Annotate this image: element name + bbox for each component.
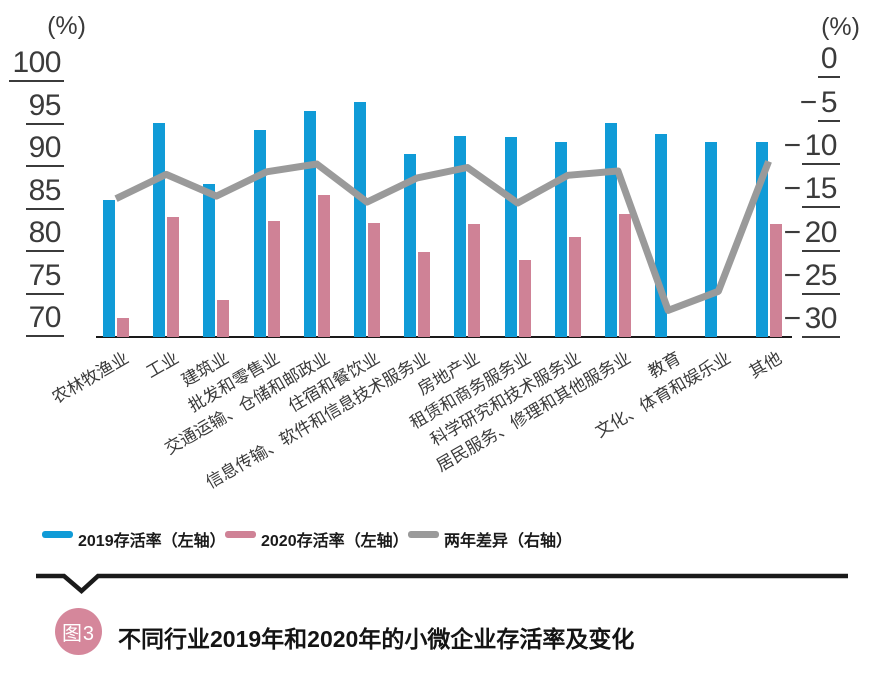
- legend-label: 2019存活率（左轴）: [78, 533, 226, 550]
- bar-2019-survival: [554, 141, 567, 337]
- legend-label: 2020存活率（左轴）: [261, 533, 409, 550]
- right-axis-tick: 0: [781, 44, 840, 78]
- figure-title: 不同行业2019年和2020年的小微企业存活率及变化: [118, 626, 635, 652]
- right-axis-tick: −5: [781, 88, 840, 122]
- bar-2019-survival: [253, 129, 266, 337]
- bar-2020-survival: [317, 195, 330, 337]
- bar-2019-survival: [454, 136, 467, 337]
- right-axis-tick: −10: [781, 131, 840, 165]
- bar-2020-survival: [468, 224, 481, 337]
- figure-number-badge: 图3: [55, 608, 102, 655]
- left-axis-tick: 90: [4, 133, 64, 167]
- bar-2020-survival: [368, 223, 380, 337]
- bar-2020-survival: [267, 221, 280, 337]
- bar-2019-survival: [605, 122, 617, 337]
- difference-line-layer: [114, 160, 772, 314]
- difference-line: [114, 160, 772, 314]
- right-axis-tick: −20: [781, 218, 840, 252]
- bar-2019-survival: [504, 137, 517, 338]
- bar-2019-survival: [705, 141, 718, 337]
- left-axis-unit: (%): [47, 12, 86, 40]
- bar-2019-survival: [354, 101, 366, 337]
- figure-number-text: 图3: [61, 623, 96, 645]
- legend-swatch: [408, 531, 439, 538]
- left-axis-tick: 100: [4, 48, 64, 82]
- legend-label: 两年差异（右轴）: [444, 533, 573, 550]
- bar-2020-survival: [217, 299, 230, 337]
- bar-2019-survival: [103, 200, 115, 337]
- bar-2020-survival: [568, 236, 581, 337]
- bar-2020-survival: [619, 213, 631, 338]
- right-axis-tick: −30: [781, 304, 840, 338]
- bar-2020-survival: [769, 224, 782, 337]
- right-axis-unit: (%): [821, 13, 860, 41]
- legend-swatch: [225, 531, 256, 538]
- left-axis-tick: 85: [4, 176, 64, 210]
- bar-2020-survival: [518, 259, 531, 337]
- bar-2020-survival: [418, 252, 431, 337]
- left-axis-tick: 70: [4, 303, 64, 337]
- right-axis-tick: −25: [781, 261, 840, 295]
- x-axis-line: [96, 336, 792, 338]
- right-axis-tick: −15: [781, 174, 840, 208]
- left-axis-tick: 80: [4, 218, 64, 252]
- bar-2020-survival: [167, 217, 180, 337]
- legend-swatch: [42, 531, 73, 538]
- bar-2019-survival: [203, 184, 216, 337]
- left-axis-tick: 75: [4, 261, 64, 295]
- bar-2019-survival: [404, 154, 417, 338]
- left-axis-tick: 95: [4, 91, 64, 125]
- caption-separator: [36, 573, 848, 595]
- bar-2020-survival: [117, 318, 129, 337]
